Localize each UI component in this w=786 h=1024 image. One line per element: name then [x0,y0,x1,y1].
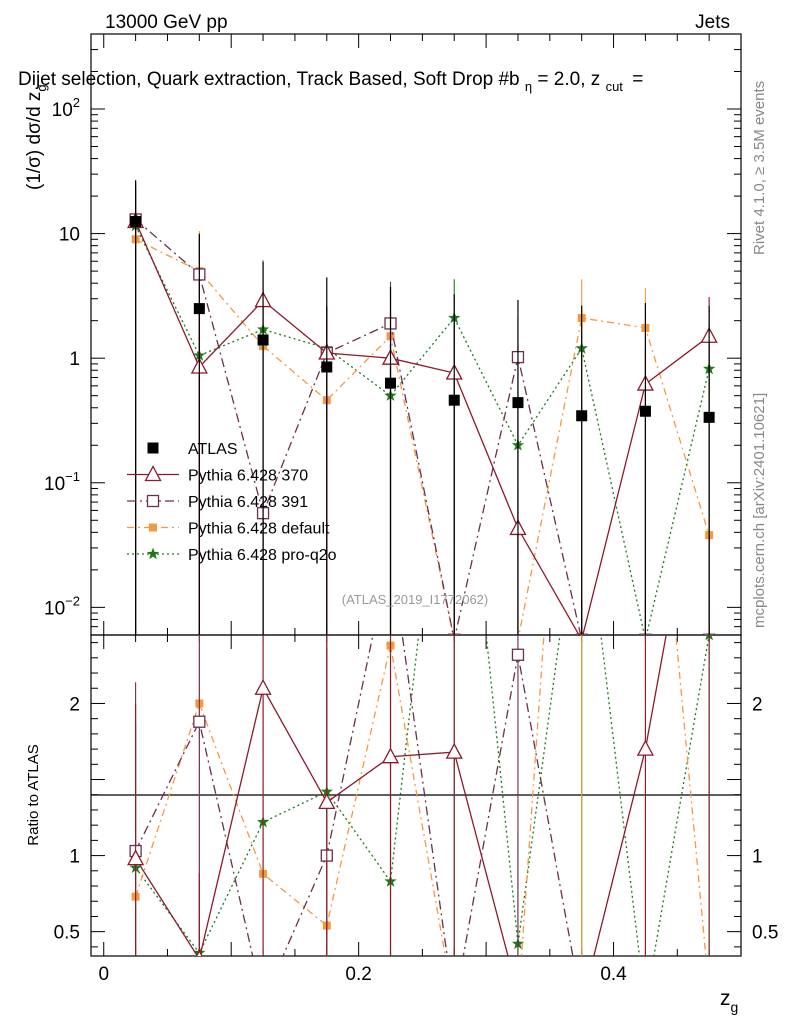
legend-label: Pythia 6.428 default [188,521,330,538]
point-atlas [385,377,397,389]
main-y-tick-label: 1 [69,349,80,370]
plot-title-eta: η [525,79,532,94]
line-p370 [135,221,710,635]
ratio-line-p391 [135,635,574,956]
legend-entry-p391: Pythia 6.428 391 [127,494,308,511]
ratio-point-p370 [574,997,589,1011]
plot-title-eq: = [632,69,643,90]
ratio-point-p391 [449,1001,460,1012]
ratio-y-tick-label: 2 [69,694,80,715]
legend-marker [149,523,157,532]
legend: ATLAS Pythia 6.428 370 Pythia 6.428 391 Pyt… [127,441,337,564]
line-p391 [135,218,582,635]
ratio-point-p370 [445,742,463,759]
ratio-point-p370 [318,792,336,809]
legend-entry-atlas: ATLAS [147,441,238,458]
ratio-point-p370 [636,739,654,756]
ratio-y-tick-label: 1 [69,847,80,868]
legend-label: ATLAS [188,441,238,458]
ratio-series-p370 [127,635,710,1011]
ratio-point-p391 [640,999,651,1010]
ratio-y-label: Ratio to ATLAS [25,744,42,845]
ratio-series-layer [127,91,715,1012]
ratio-point-p370 [195,949,203,956]
point-atlas [130,216,142,228]
legend-entry-p370: Pythia 6.428 370 [127,465,308,485]
ratio-series-p391 [129,635,715,1012]
point-atlas [576,410,588,422]
plot-title-main: Dijet selection, Quark extraction, Track… [18,69,520,90]
ratio-point-p391 [193,715,206,728]
series-pq2o [129,187,716,635]
analysis-watermark: (ATLAS_2019_I1772062) [342,592,488,607]
main-y-tick-label: 10 [59,225,80,246]
x-axis-label-sub: g [731,999,739,1015]
process-label: Jets [695,12,730,33]
legend-label: Pythia 6.428 391 [188,494,308,511]
ratio-point-p370 [381,747,400,764]
ratio-point-p391 [258,996,269,1007]
rivet-label: Rivet 4.1.0, ≥ 3.5M events [751,81,768,255]
ratio-point-pdefault [578,91,586,99]
legend-label: Pythia 6.428 370 [188,468,308,485]
x-axis-label-text: z [720,987,731,1010]
ratio-point-p391 [511,648,525,661]
ratio-line-pq2o [135,635,710,956]
main-y-label-text: (1/σ) dσ/d z [24,92,45,190]
ratio-point-p370 [127,849,145,866]
main-y-tick-label: 10−1 [44,469,80,495]
legend-label: Pythia 6.428 pro-q2o [188,547,337,564]
legend-marker [144,465,162,482]
main-y-tick-label: 102 [52,95,80,121]
ratio-point-p391 [576,999,587,1010]
ratio-point-pq2o [705,635,713,641]
ratio-y-tick-label: 0.5 [54,923,80,944]
ratio-point-p391 [704,999,715,1010]
ratio-point-pq2o [639,999,651,1011]
point-atlas [639,405,651,417]
legend-entry-pq2o: Pythia 6.428 pro-q2o [127,547,337,564]
ratio-point-pdefault [514,1002,522,1010]
line-pq2o [135,225,710,635]
ratio-point-p370 [510,986,525,1000]
ratio-point-p370 [254,678,272,695]
axis-ticks: 102 10 1 10−1 10−2 2 2 1 1 0.5 0.5 0 0.2 0.4 [44,33,778,985]
mcplots-label: mcplots.cern.ch [arXiv:2401.10621] [751,393,768,628]
series-p391 [129,179,716,635]
ratio-y-tick-label-right: 0.5 [752,923,778,944]
x-axis-label: zg [720,987,738,1015]
series-atlas [130,180,715,635]
point-atlas [703,411,715,423]
point-atlas [321,361,333,373]
series-p370 [127,182,718,635]
point-atlas [512,397,524,409]
energy-label: 13000 GeV pp [105,12,228,33]
legend-marker [147,442,159,454]
legend-marker [146,494,160,508]
plot-title-cut: cut [606,79,624,94]
legend-marker [146,547,160,560]
main-y-label-sub: g [34,84,49,91]
x-tick-label: 0 [98,964,109,985]
ratio-line-p370 [135,635,667,956]
point-atlas [193,303,205,315]
main-series-layer [127,179,718,635]
ratio-point-pdefault [450,1002,458,1010]
ratio-y-tick-label-right: 1 [752,847,763,868]
plot-title: Dijet selection, Quark extraction, Track… [18,69,643,96]
point-atlas [257,334,269,346]
ratio-point-pdefault [705,987,713,995]
ratio-y-tick-label-right: 2 [752,694,763,715]
main-y-tick-label: 10−2 [44,593,80,619]
x-tick-label: 0.4 [600,964,627,985]
series-pdefault [131,198,714,635]
line-pdefault [135,238,710,635]
x-tick-label: 0.2 [345,964,371,985]
point-atlas [448,394,460,406]
legend-entry-pdefault: Pythia 6.428 default [127,521,330,538]
plot-title-tail: = 2.0, z [537,69,600,90]
ratio-line-pdefault [134,635,707,956]
main-y-label: (1/σ) dσ/d zg [24,84,49,190]
